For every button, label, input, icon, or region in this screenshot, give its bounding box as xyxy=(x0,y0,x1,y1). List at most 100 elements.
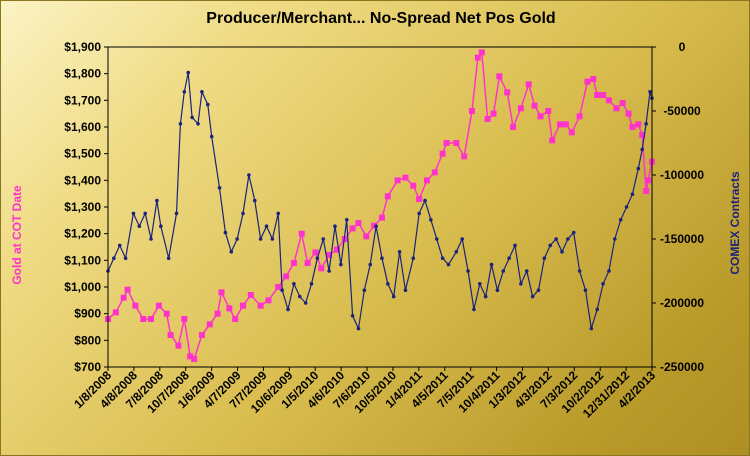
comex-contracts-point xyxy=(217,186,222,190)
comex-contracts-point xyxy=(174,211,179,216)
comex-contracts-point xyxy=(577,269,582,273)
comex-contracts-point xyxy=(589,326,594,331)
left-axis-tick-label: $1,400 xyxy=(64,173,101,187)
comex-contracts-point xyxy=(595,307,600,312)
series-line-gold-price xyxy=(107,50,653,361)
comex-contracts-point xyxy=(554,237,558,241)
comex-contracts-point xyxy=(143,211,147,216)
comex-contracts-point xyxy=(466,269,470,273)
left-axis-tick-label: $1,800 xyxy=(64,67,101,81)
comex-contracts-point xyxy=(303,301,308,305)
comex-contracts-point xyxy=(280,288,284,293)
left-axis-tick-label: $1,500 xyxy=(64,147,101,161)
comex-contracts-point xyxy=(112,256,116,260)
gold-price-point xyxy=(557,121,564,128)
comex-contracts-point xyxy=(542,256,547,260)
comex-contracts-point xyxy=(223,230,228,235)
comex-contracts-point xyxy=(566,237,570,241)
right-axis-tick-label: -50000 xyxy=(663,104,701,118)
comex-contracts-point xyxy=(241,211,245,216)
gold-price-point xyxy=(504,89,511,96)
gold-price-point xyxy=(635,121,642,128)
comex-contracts-point xyxy=(460,237,464,241)
gold-price-point xyxy=(378,214,385,221)
gold-price-point xyxy=(298,230,305,237)
comex-contracts-point xyxy=(258,237,263,241)
gold-price-point xyxy=(629,124,636,130)
right-axis-title: COMEX Contracts xyxy=(728,171,742,275)
comex-contracts-point xyxy=(155,198,159,203)
comex-contracts-point xyxy=(548,243,553,248)
gold-price-point xyxy=(394,177,401,184)
gold-price-point xyxy=(645,177,652,184)
gold-price-point xyxy=(410,182,417,189)
comex-contracts-point xyxy=(495,288,500,293)
gold-price-point xyxy=(275,284,282,290)
gold-price-point xyxy=(371,222,378,229)
comex-contracts-point xyxy=(513,243,517,248)
comex-contracts-point xyxy=(159,224,163,228)
comex-contracts-point xyxy=(536,288,541,293)
left-axis-tick-label: $1,000 xyxy=(64,280,101,294)
left-axis-tick-label: $1,700 xyxy=(64,93,101,107)
gold-price-point xyxy=(175,342,182,349)
comex-contracts-point xyxy=(440,256,445,260)
comex-contracts-point xyxy=(477,282,482,286)
comex-contracts-point xyxy=(524,269,529,273)
comex-contracts-point xyxy=(411,256,416,260)
gold-price-point xyxy=(468,108,475,114)
comex-contracts-point xyxy=(350,314,355,318)
left-axis-tick-label: $800 xyxy=(74,333,101,347)
gold-price-point xyxy=(191,356,198,362)
comex-contracts-point xyxy=(264,224,269,228)
comex-contracts-point xyxy=(178,122,183,126)
gold-price-point xyxy=(333,246,340,253)
gold-price-point xyxy=(112,309,119,316)
left-axis-tick-label: $1,900 xyxy=(64,40,101,54)
comex-contracts-point xyxy=(123,256,128,260)
comex-contracts-point xyxy=(636,166,641,171)
gold-price-point xyxy=(214,310,221,317)
gold-price-point xyxy=(568,129,575,136)
gold-price-point xyxy=(218,289,225,296)
gold-price-point xyxy=(639,132,646,138)
comex-contracts-point xyxy=(501,269,506,273)
gold-price-point xyxy=(531,102,538,109)
comex-contracts-point xyxy=(235,237,239,241)
gold-price-point xyxy=(439,150,446,157)
gold-price-point xyxy=(155,302,162,309)
comex-contracts-point xyxy=(507,256,511,260)
gold-price-point xyxy=(478,49,485,56)
gold-price-point xyxy=(318,265,325,272)
left-axis-title: Gold at COT Date xyxy=(10,185,24,285)
comex-contracts-point xyxy=(166,256,171,260)
comex-contracts-point xyxy=(182,90,187,94)
gold-price-point xyxy=(619,100,626,106)
comex-contracts-point xyxy=(446,262,451,267)
gold-price-point xyxy=(600,92,607,98)
left-axis-tick-label: $1,100 xyxy=(64,253,101,267)
comex-contracts-point xyxy=(380,256,384,260)
comex-contracts-point xyxy=(297,294,302,299)
gold-price-point xyxy=(283,273,290,280)
axes-layer: $700 $800 $900 $1,000 $1,100 $1,200 $1,300 $1,4… xyxy=(64,40,704,421)
comex-contracts-point xyxy=(117,243,122,248)
gold-price-point xyxy=(443,140,450,146)
comex-contracts-point xyxy=(630,192,635,196)
gold-price-point xyxy=(484,116,491,122)
comex-contracts-point xyxy=(489,262,494,267)
plot-layer xyxy=(105,49,655,362)
gold-price-point xyxy=(453,140,460,146)
comex-contracts-point xyxy=(530,294,535,299)
comex-contracts-point xyxy=(327,269,331,273)
gold-price-point xyxy=(240,302,247,309)
comex-contracts-point xyxy=(190,115,194,120)
right-axis-tick-label: -100000 xyxy=(660,168,704,182)
gold-price-point xyxy=(148,316,155,322)
gold-price-point xyxy=(402,174,409,181)
comex-contracts-point xyxy=(200,90,204,94)
gold-price-point xyxy=(120,294,127,301)
gold-price-point xyxy=(613,105,620,112)
comex-contracts-point xyxy=(519,282,523,286)
gold-price-point xyxy=(517,105,524,112)
